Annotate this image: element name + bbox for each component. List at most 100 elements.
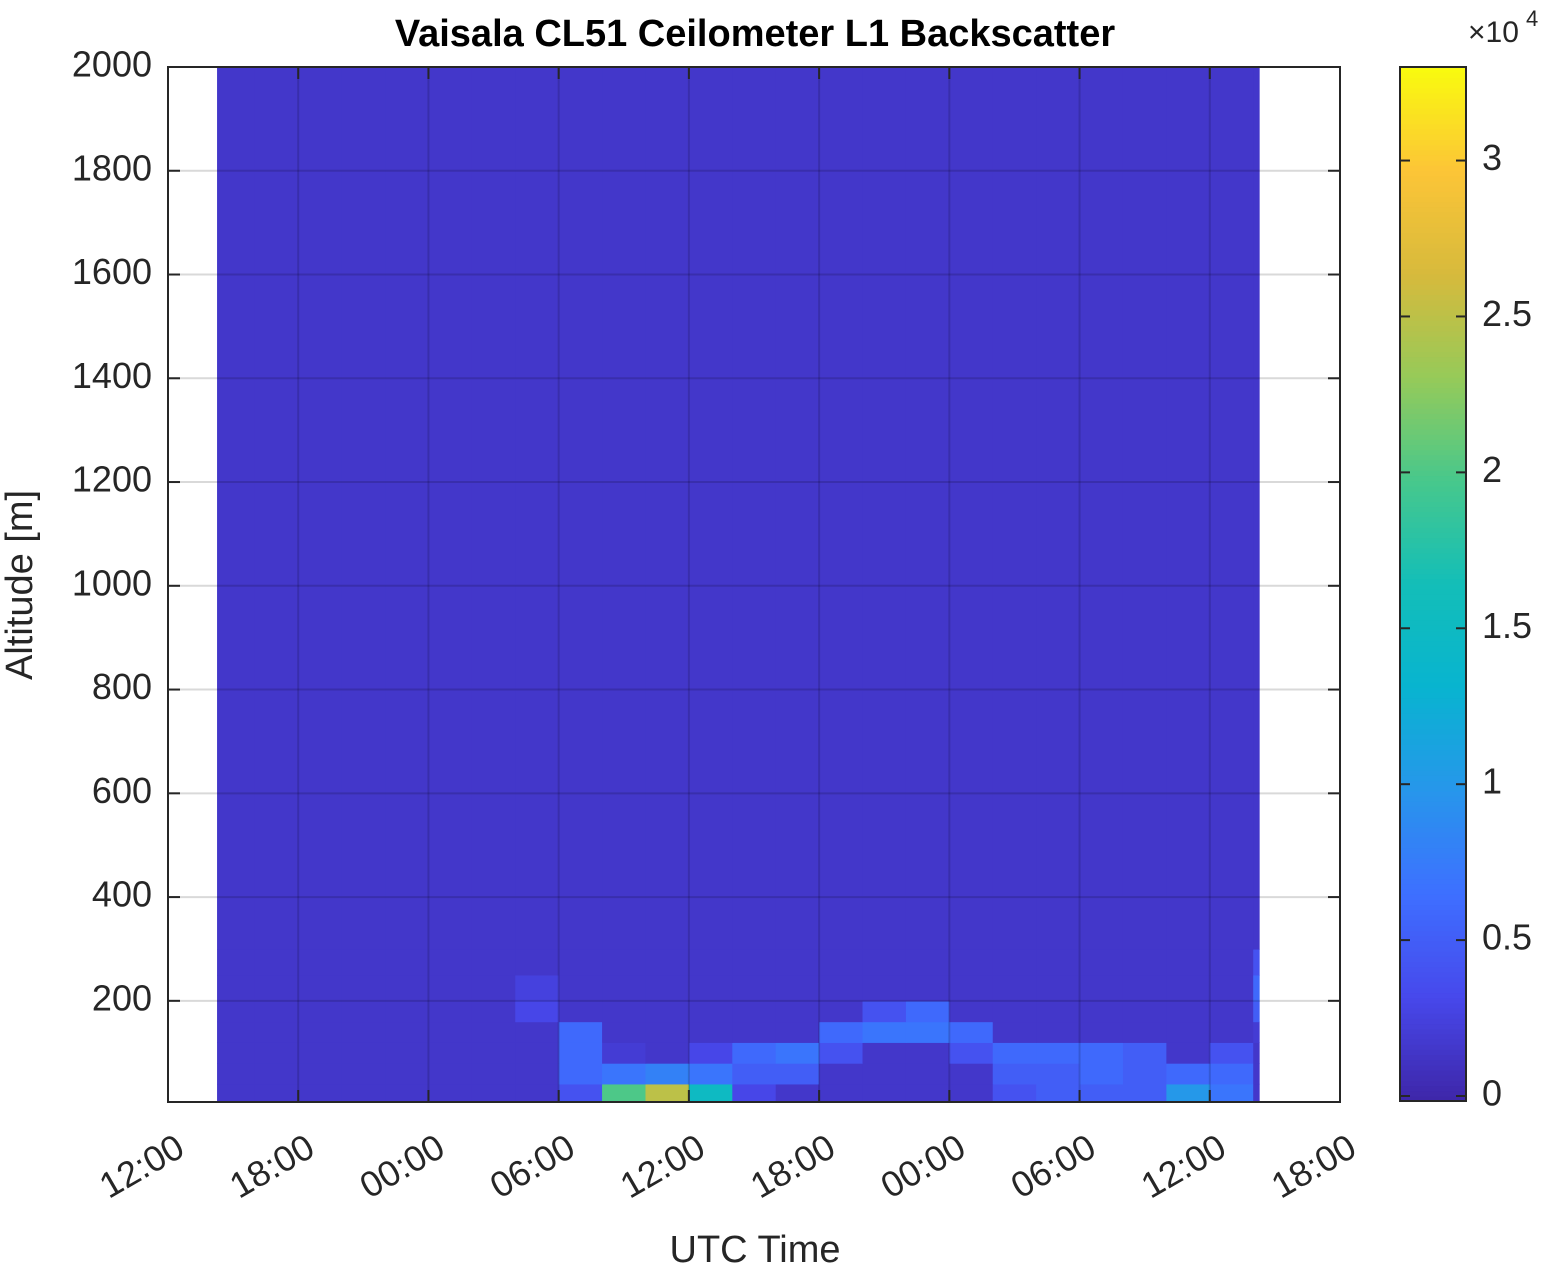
colorbar-segment: [1400, 325, 1466, 332]
colorbar-segment: [1400, 806, 1466, 813]
colorbar-segment: [1400, 723, 1466, 730]
colorbar-segment: [1400, 609, 1466, 616]
colorbar-segment: [1400, 527, 1466, 533]
heatmap-cell: [428, 1021, 473, 1043]
colorbar-segment: [1400, 1023, 1466, 1030]
x-tick-label: 12:00: [613, 1126, 712, 1207]
heatmap-cell: [775, 1083, 820, 1103]
colorbar-segment: [1400, 1033, 1466, 1040]
heatmap-cell: [1036, 1042, 1081, 1064]
colorbar-segment: [1400, 568, 1466, 575]
colorbar-segment: [1400, 289, 1466, 296]
heatmap-cell: [217, 974, 256, 1002]
heatmap-cell: [298, 1063, 343, 1085]
colorbar-segment: [1400, 191, 1466, 197]
heatmap-cell: [341, 974, 386, 1002]
heatmap-cell: [217, 1063, 256, 1085]
heatmap-cell: [1253, 948, 1260, 976]
heatmap-cell: [1166, 1063, 1211, 1085]
colorbar-segment: [1400, 563, 1466, 570]
colorbar-tick-label: 3: [1482, 137, 1502, 178]
heatmap-cell: [1209, 1021, 1254, 1043]
colorbar-segment: [1400, 764, 1466, 771]
colorbar-segment: [1400, 873, 1466, 880]
heatmap-cell: [775, 948, 820, 976]
colorbar-segment: [1400, 501, 1466, 508]
colorbar-segment: [1400, 408, 1466, 414]
heatmap-cell: [602, 1083, 647, 1103]
colorbar-segment: [1400, 341, 1466, 347]
heatmap-cell: [254, 1021, 299, 1043]
heatmap-cell: [471, 1083, 516, 1103]
heatmap-cell: [862, 67, 907, 950]
heatmap-cell: [992, 948, 1037, 976]
heatmap-cell: [385, 1021, 430, 1043]
colorbar-segment: [1400, 392, 1466, 399]
colorbar-segment: [1400, 914, 1466, 921]
heatmap-cell: [602, 1063, 647, 1085]
colorbar-segment: [1400, 661, 1466, 668]
heatmap-cell: [602, 1021, 647, 1043]
y-tick-label: 1400: [72, 355, 152, 396]
colorbar-multiplier: ×10: [1468, 16, 1519, 49]
colorbar-segment: [1400, 1095, 1466, 1102]
heatmap-cell: [949, 1000, 994, 1023]
heatmap-cell: [1079, 1021, 1124, 1043]
colorbar-segment: [1400, 987, 1466, 994]
colorbar-segment: [1400, 1049, 1466, 1056]
heatmap-cell: [775, 1021, 820, 1043]
colorbar-segment: [1400, 237, 1466, 244]
colorbar-segment: [1400, 222, 1466, 228]
heatmap-cell: [819, 974, 864, 1002]
y-tick-label: 400: [92, 874, 152, 915]
colorbar-segment: [1400, 284, 1466, 290]
heatmap-cell: [732, 1021, 777, 1043]
colorbar-segment: [1400, 971, 1466, 978]
colorbar-segment: [1400, 1002, 1466, 1009]
heatmap-cell: [1166, 67, 1211, 950]
colorbar-segment: [1400, 677, 1466, 683]
colorbar-segment: [1400, 372, 1466, 378]
heatmap-cell: [775, 974, 820, 1002]
colorbar-segment: [1400, 749, 1466, 756]
heatmap-cell: [385, 948, 430, 976]
y-tick-label: 1800: [72, 147, 152, 188]
colorbar-segment: [1400, 232, 1466, 239]
heatmap-cell: [775, 67, 820, 950]
colorbar-segment: [1400, 1069, 1466, 1076]
heatmap-cell: [992, 1083, 1037, 1103]
colorbar-segment: [1400, 852, 1466, 859]
heatmap-cell: [1253, 1021, 1260, 1043]
heatmap-cell: [1122, 1000, 1167, 1023]
colorbar-segment: [1400, 315, 1466, 321]
colorbar-segment: [1400, 516, 1466, 523]
colorbar-segment: [1400, 687, 1466, 694]
heatmap-cell: [558, 974, 603, 1002]
heatmap-cell: [298, 67, 343, 950]
heatmap-cell: [602, 1042, 647, 1064]
heatmap-cell: [385, 67, 430, 950]
heatmap-cell: [688, 1021, 733, 1043]
heatmap-cell: [558, 1021, 603, 1043]
heatmap-cell: [1253, 974, 1260, 1002]
y-tick-label: 800: [92, 666, 152, 707]
colorbar-segment: [1400, 294, 1466, 301]
heatmap-cell: [217, 1000, 256, 1023]
colorbar-segment: [1400, 434, 1466, 440]
heatmap-cell: [1079, 67, 1124, 950]
heatmap-cell: [298, 1021, 343, 1043]
colorbar-segment: [1400, 304, 1466, 311]
colorbar-segment: [1400, 697, 1466, 704]
heatmap-cell: [515, 1063, 560, 1085]
heatmap-cell: [515, 1000, 560, 1023]
heatmap-cell: [862, 974, 907, 1002]
heatmap-cell: [1209, 974, 1254, 1002]
colorbar-tick-label: 0.5: [1482, 917, 1532, 958]
heatmap-cell: [819, 1021, 864, 1043]
colorbar-segment: [1400, 858, 1466, 864]
heatmap-cell: [254, 67, 299, 950]
colorbar-segment: [1400, 1013, 1466, 1019]
colorbar-segment: [1400, 992, 1466, 999]
heatmap-cell: [905, 948, 950, 976]
